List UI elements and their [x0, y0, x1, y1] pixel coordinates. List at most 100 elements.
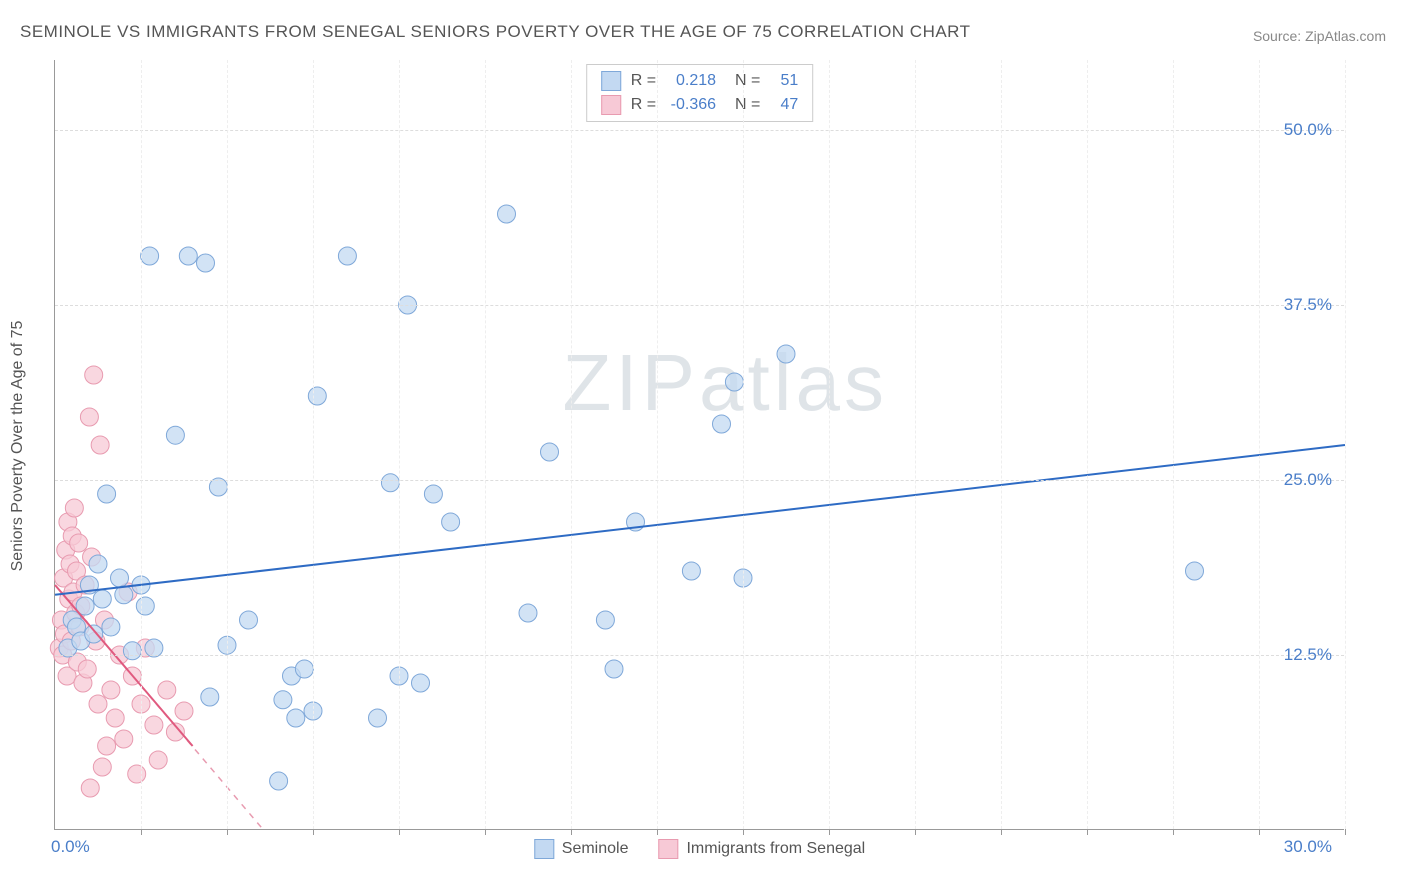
gridline-vertical	[743, 60, 744, 829]
x-tick-label: 30.0%	[1284, 837, 1332, 857]
gridline-vertical	[829, 60, 830, 829]
x-tick	[829, 829, 830, 835]
scatter-point	[498, 205, 516, 223]
scatter-point	[149, 751, 167, 769]
gridline-horizontal	[55, 480, 1344, 481]
gridline-vertical	[657, 60, 658, 829]
gridline-vertical	[1087, 60, 1088, 829]
gridline-vertical	[1173, 60, 1174, 829]
gridline-vertical	[399, 60, 400, 829]
scatter-point	[381, 474, 399, 492]
scatter-point	[442, 513, 460, 531]
scatter-point	[115, 730, 133, 748]
scatter-point	[89, 555, 107, 573]
gridline-vertical	[571, 60, 572, 829]
scatter-point	[136, 597, 154, 615]
scatter-point	[93, 590, 111, 608]
scatter-point	[1186, 562, 1204, 580]
scatter-point	[713, 415, 731, 433]
stat-n-value: 47	[770, 93, 798, 117]
scatter-point	[424, 485, 442, 503]
x-tick	[1173, 829, 1174, 835]
scatter-point	[179, 247, 197, 265]
legend-swatch	[658, 839, 678, 859]
scatter-point	[98, 737, 116, 755]
x-tick	[915, 829, 916, 835]
scatter-point	[369, 709, 387, 727]
legend-label: Seminole	[562, 840, 629, 858]
x-tick	[1087, 829, 1088, 835]
scatter-point	[85, 366, 103, 384]
x-tick	[743, 829, 744, 835]
gridline-vertical	[1345, 60, 1346, 829]
x-tick	[1001, 829, 1002, 835]
stat-r-label: R =	[631, 93, 656, 117]
scatter-point	[65, 499, 83, 517]
scatter-svg	[55, 60, 1344, 829]
stat-r-value: -0.366	[666, 93, 716, 117]
scatter-point	[128, 765, 146, 783]
scatter-point	[605, 660, 623, 678]
gridline-horizontal	[55, 305, 1344, 306]
gridline-vertical	[485, 60, 486, 829]
scatter-point	[175, 702, 193, 720]
scatter-point	[338, 247, 356, 265]
stats-row: R =0.218 N =51	[601, 69, 799, 93]
scatter-point	[123, 642, 141, 660]
gridline-vertical	[141, 60, 142, 829]
stat-r-value: 0.218	[666, 69, 716, 93]
source-attribution: Source: ZipAtlas.com	[1253, 28, 1386, 44]
scatter-point	[412, 674, 430, 692]
gridline-horizontal	[55, 130, 1344, 131]
scatter-point	[274, 691, 292, 709]
scatter-point	[287, 709, 305, 727]
x-tick	[1345, 829, 1346, 835]
gridline-vertical	[313, 60, 314, 829]
y-tick-label: 25.0%	[1284, 470, 1332, 490]
scatter-point	[201, 688, 219, 706]
scatter-point	[70, 534, 88, 552]
x-tick	[399, 829, 400, 835]
scatter-point	[78, 660, 96, 678]
legend-item: Immigrants from Senegal	[658, 839, 865, 859]
scatter-point	[141, 247, 159, 265]
scatter-point	[682, 562, 700, 580]
x-tick	[313, 829, 314, 835]
gridline-vertical	[227, 60, 228, 829]
scatter-point	[777, 345, 795, 363]
scatter-point	[295, 660, 313, 678]
legend-label: Immigrants from Senegal	[686, 840, 865, 858]
stats-row: R =-0.366 N =47	[601, 93, 799, 117]
legend: Seminole Immigrants from Senegal	[534, 839, 865, 859]
x-tick	[485, 829, 486, 835]
x-tick-label: 0.0%	[51, 837, 90, 857]
scatter-point	[596, 611, 614, 629]
stats-swatch	[601, 71, 621, 91]
scatter-point	[158, 681, 176, 699]
y-tick-label: 50.0%	[1284, 120, 1332, 140]
plot-area: ZIPatlas R =0.218 N =51R =-0.366 N =47 S…	[54, 60, 1344, 830]
scatter-point	[91, 436, 109, 454]
stat-n-value: 51	[770, 69, 798, 93]
legend-swatch	[534, 839, 554, 859]
stats-box: R =0.218 N =51R =-0.366 N =47	[586, 64, 814, 122]
gridline-vertical	[1001, 60, 1002, 829]
gridline-horizontal	[55, 655, 1344, 656]
scatter-point	[166, 426, 184, 444]
x-tick	[1259, 829, 1260, 835]
stat-r-label: R =	[631, 69, 656, 93]
scatter-point	[308, 387, 326, 405]
scatter-point	[93, 758, 111, 776]
gridline-vertical	[1259, 60, 1260, 829]
x-tick	[657, 829, 658, 835]
scatter-point	[98, 485, 116, 503]
scatter-point	[145, 716, 163, 734]
x-tick	[227, 829, 228, 835]
stats-swatch	[601, 95, 621, 115]
scatter-point	[197, 254, 215, 272]
scatter-point	[240, 611, 258, 629]
y-axis-label: Seniors Poverty Over the Age of 75	[9, 321, 27, 572]
legend-item: Seminole	[534, 839, 629, 859]
y-tick-label: 37.5%	[1284, 295, 1332, 315]
chart-title: SEMINOLE VS IMMIGRANTS FROM SENEGAL SENI…	[20, 22, 971, 42]
